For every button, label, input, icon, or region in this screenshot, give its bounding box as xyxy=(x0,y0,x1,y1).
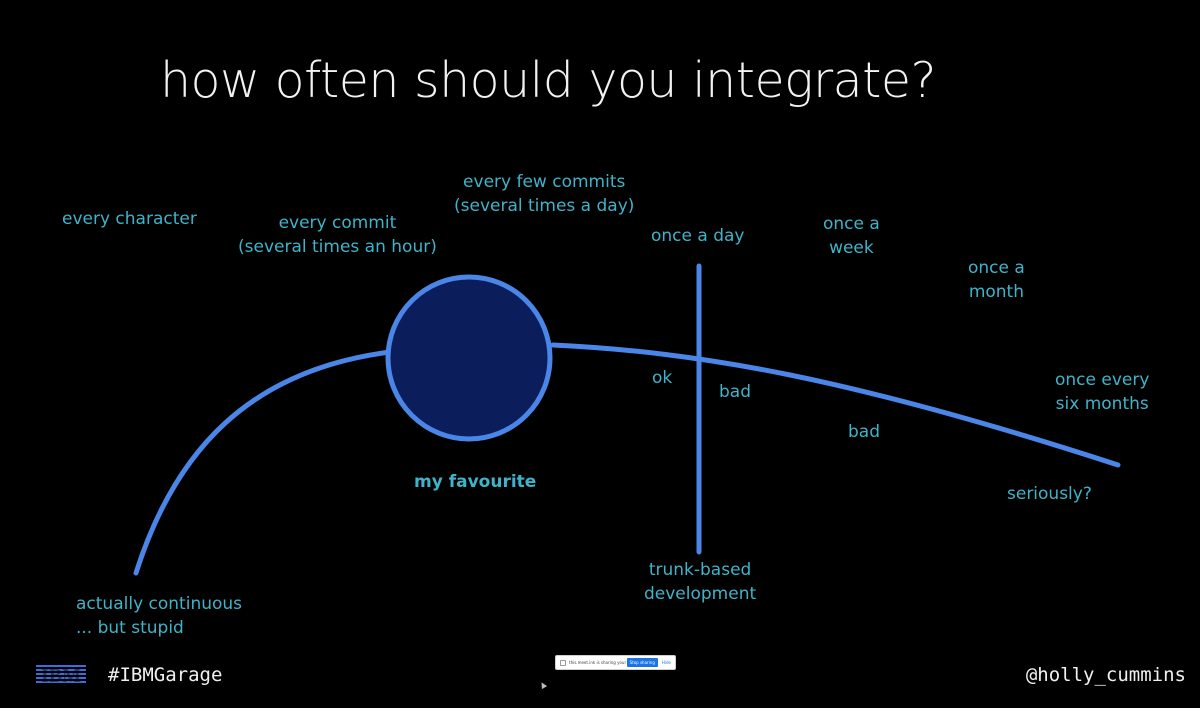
label-actually-continuous: actually continuous ... but stupid xyxy=(76,594,243,638)
svg-text:IBM: IBM xyxy=(41,665,81,686)
stop-sharing-button[interactable]: Stop sharing xyxy=(626,658,658,667)
label-every-character: every character xyxy=(62,209,197,229)
label-seriously: seriously? xyxy=(1007,484,1092,504)
favourite-circle xyxy=(385,274,553,442)
ibm-logo-icon: IBM xyxy=(36,665,86,686)
label-ok: ok xyxy=(652,368,673,388)
footer-handle: @holly_cummins xyxy=(1025,664,1186,686)
label-bad-far: bad xyxy=(848,422,880,442)
footer-hashtag: #IBMGarage xyxy=(108,664,223,686)
screen-share-icon xyxy=(560,659,566,666)
label-every-few-commits: every few commits (several times a day) xyxy=(454,172,635,216)
label-bad-near: bad xyxy=(719,382,751,402)
screen-share-message: this.meet.ink is sharing your screen. xyxy=(569,660,627,665)
hide-button[interactable]: Hide xyxy=(661,660,671,665)
label-once-a-week: once a week xyxy=(823,214,880,258)
label-every-commit: every commit (several times an hour) xyxy=(238,213,437,257)
screen-share-bar: this.meet.ink is sharing your screen. St… xyxy=(555,655,676,670)
footer-left: IBM #IBMGarage xyxy=(36,664,222,686)
label-once-a-day: once a day xyxy=(651,226,745,246)
label-once-every-six-months: once every six months xyxy=(1055,370,1150,414)
label-trunk-based-development: trunk-based development xyxy=(644,560,757,604)
label-my-favourite: my favourite xyxy=(414,472,537,492)
integration-curve-left xyxy=(133,349,393,576)
label-once-a-month: once a month xyxy=(968,258,1025,302)
integration-curve-right xyxy=(550,342,1121,468)
slide-title: how often should you integrate? xyxy=(160,52,937,109)
